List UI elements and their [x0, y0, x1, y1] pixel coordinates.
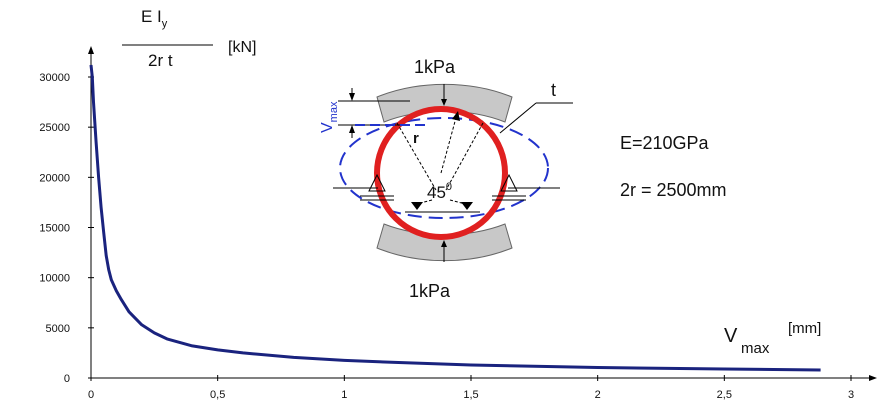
load-arrowhead-top — [441, 99, 447, 106]
x-tick-label: 0 — [88, 389, 94, 401]
ylabel-denominator: 2r t — [148, 51, 173, 70]
label-t: t — [551, 80, 556, 100]
x-tick-label: 1,5 — [463, 389, 478, 401]
support-left — [333, 173, 394, 201]
y-tick-label: 5000 — [46, 323, 70, 335]
y-axis-arrow — [88, 46, 94, 54]
support-right — [492, 173, 560, 201]
label-angle: 450 — [427, 181, 452, 202]
x-tick-label: 0,5 — [210, 389, 225, 401]
inset-diagram: 1kPa 1kPa r 450 — [319, 57, 573, 301]
y-tick-label: 25000 — [39, 122, 70, 134]
x-axis-arrow — [869, 375, 877, 381]
axes — [88, 46, 877, 381]
y-tick-label: 10000 — [39, 273, 70, 285]
x-tick-label: 3 — [848, 389, 854, 401]
thickness-leader — [499, 102, 537, 134]
load-arrowhead-bottom — [441, 240, 447, 247]
vmax-label: Vmax — [319, 101, 340, 133]
x-tick-label: 2 — [595, 389, 601, 401]
y-tick-label: 0 — [64, 373, 70, 385]
xlabel: V — [724, 325, 738, 347]
load-label-top: 1kPa — [414, 57, 456, 77]
ring — [374, 106, 508, 240]
param-modulus: E=210GPa — [620, 133, 710, 153]
y-tick-label: 15000 — [39, 223, 70, 235]
xlabel-sub: max — [741, 340, 770, 357]
xlabel-unit: [mm] — [788, 320, 821, 337]
y-tick-label: 20000 — [39, 172, 70, 184]
y-ticks: 0 5000 10000 15000 20000 25000 30000 — [39, 72, 94, 385]
label-r: r — [413, 130, 419, 147]
ylabel-unit: [kN] — [228, 39, 256, 56]
series-layer — [89, 64, 821, 372]
y-tick-label: 30000 — [39, 72, 70, 84]
load-label-bottom: 1kPa — [409, 281, 451, 301]
param-diameter: 2r = 2500mm — [620, 180, 727, 200]
radius-arrowhead — [452, 111, 460, 121]
x-tick-label: 1 — [341, 389, 347, 401]
x-ticks: 0 0,5 1 1,5 2 2,5 3 — [88, 375, 854, 401]
x-axis-label: V max [mm] — [724, 320, 821, 357]
bottom-supports — [405, 202, 480, 213]
x-tick-label: 2,5 — [717, 389, 732, 401]
ylabel-numerator: E Iy — [141, 7, 168, 30]
y-axis-label: E Iy 2r t [kN] — [122, 7, 256, 70]
vmax-arrowhead-top — [349, 93, 355, 101]
deflected-shape — [339, 117, 549, 219]
series-line-0 — [89, 64, 821, 372]
vmax-arrowhead-bottom — [349, 125, 355, 133]
